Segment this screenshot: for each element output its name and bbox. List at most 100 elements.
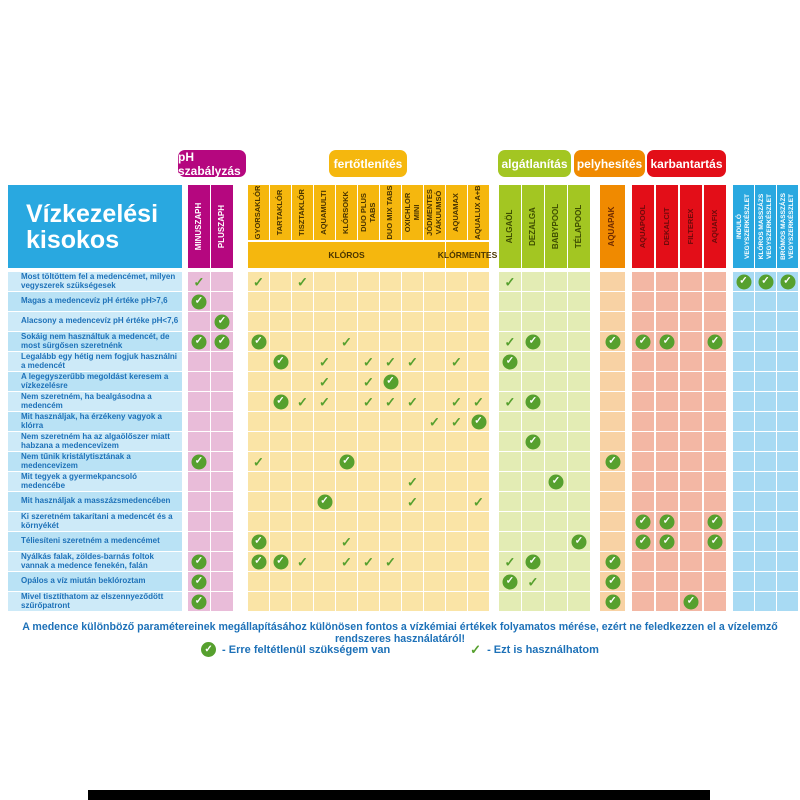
column-header-label: TÉLAPOOL (573, 204, 583, 249)
matrix-cell (380, 352, 401, 371)
matrix-cell (755, 432, 776, 451)
matrix-cell (188, 532, 210, 551)
matrix-cell (248, 432, 269, 451)
matrix-cell (424, 532, 445, 551)
matrix-cell (600, 372, 625, 391)
matrix-cell (545, 412, 567, 431)
matrix-cell (568, 352, 590, 371)
matrix-cell (733, 472, 754, 491)
matrix-cell (424, 512, 445, 531)
matrix-cell (446, 452, 467, 471)
need-mark-icon: ✓ (707, 334, 723, 349)
need-mark-icon: ✓ (191, 454, 207, 469)
can-mark-icon: ✓ (451, 354, 462, 369)
need-mark-icon: ✓ (251, 534, 266, 549)
matrix-cell (522, 512, 544, 531)
matrix-cell (632, 452, 654, 471)
matrix-cell (545, 312, 567, 331)
matrix-cell (656, 492, 678, 511)
matrix-cell (522, 352, 544, 371)
matrix-cell (270, 472, 291, 491)
row-label: A legegyszerűbb megoldást keresem a vízk… (8, 372, 182, 391)
matrix-cell (270, 432, 291, 451)
matrix-cell (402, 552, 423, 571)
column-header-label: ALGAÖL (504, 209, 514, 244)
column-header-gyorsaklor: GYORSAKLÓR (248, 185, 269, 240)
matrix-cell (704, 352, 726, 371)
matrix-cell (211, 532, 233, 551)
matrix-cell (568, 492, 590, 511)
matrix-cell (292, 372, 313, 391)
matrix-cell (632, 292, 654, 311)
can-mark-icon: ✓ (363, 394, 374, 409)
matrix-cell (468, 512, 489, 531)
matrix-cell (704, 312, 726, 331)
matrix-cell (632, 432, 654, 451)
legend-can-label: - Ezt is használhatom (487, 643, 599, 656)
matrix-cell (402, 572, 423, 591)
row-label: Mit tegyek a gyermekpancsoló medencébe (8, 472, 182, 491)
column-header-aquamax: AQUAMAX (446, 185, 467, 240)
matrix-cell (424, 372, 445, 391)
matrix-cell (211, 472, 233, 491)
matrix-cell (292, 492, 313, 511)
matrix-cell (468, 452, 489, 471)
row-label: Legalább egy hétig nem fogjuk használni … (8, 352, 182, 371)
row-label: Nem szeretném, ha bealgásodna a medencém (8, 392, 182, 411)
can-mark-icon: ✓ (504, 334, 516, 349)
matrix-cell (358, 432, 379, 451)
can-mark-icon: ✓ (297, 274, 308, 289)
matrix-cell (314, 332, 335, 351)
matrix-cell (632, 412, 654, 431)
matrix-cell (656, 392, 678, 411)
matrix-cell (270, 492, 291, 511)
need-mark-icon: ✓ (214, 314, 230, 329)
matrix-cell (336, 492, 357, 511)
matrix-cell (499, 272, 521, 291)
need-mark-icon: ✓ (659, 534, 675, 549)
category-badge: karbantartás (647, 150, 726, 177)
matrix-cell (499, 472, 521, 491)
matrix-cell (402, 412, 423, 431)
matrix-cell (270, 292, 291, 311)
matrix-cell (499, 392, 521, 411)
band-klórmentes: KLÓRMENTES (438, 242, 497, 268)
need-mark-icon: ✓ (707, 534, 723, 549)
can-mark-icon: ✓ (473, 494, 484, 509)
matrix-cell (755, 352, 776, 371)
matrix-cell (680, 552, 702, 571)
matrix-cell (336, 432, 357, 451)
matrix-cell (402, 272, 423, 291)
matrix-cell (358, 392, 379, 411)
matrix-cell (680, 492, 702, 511)
page-title: Vízkezelési kisokos (8, 185, 182, 268)
matrix-cell (632, 372, 654, 391)
matrix-cell (314, 592, 335, 611)
need-mark-icon: ✓ (659, 514, 675, 529)
need-mark-icon: ✓ (191, 554, 207, 569)
column-header-pluszaph: PLUSZAPH (211, 185, 233, 268)
matrix-cell (704, 412, 726, 431)
matrix-cell (292, 552, 313, 571)
matrix-cell (680, 572, 702, 591)
matrix-cell (755, 412, 776, 431)
can-mark-icon: ✓ (341, 334, 352, 349)
matrix-cell (755, 392, 776, 411)
matrix-cell (446, 392, 467, 411)
matrix-cell (358, 452, 379, 471)
legend-item-need: ✓ - Erre feltétlenül szükségem van (201, 642, 390, 657)
matrix-cell (248, 592, 269, 611)
can-mark-icon: ✓ (341, 554, 352, 569)
matrix-cell (336, 512, 357, 531)
matrix-cell (380, 312, 401, 331)
matrix-cell (292, 352, 313, 371)
matrix-cell (632, 492, 654, 511)
matrix-cell (733, 432, 754, 451)
matrix-cell (680, 432, 702, 451)
need-mark-icon: ✓ (736, 274, 751, 289)
matrix-cell (680, 352, 702, 371)
need-mark-icon: ✓ (525, 434, 541, 449)
column-header-dezalga: DEZALGA (522, 185, 544, 268)
column-header-aquapool: AQUAPOOL (632, 185, 654, 268)
matrix-cell (545, 432, 567, 451)
